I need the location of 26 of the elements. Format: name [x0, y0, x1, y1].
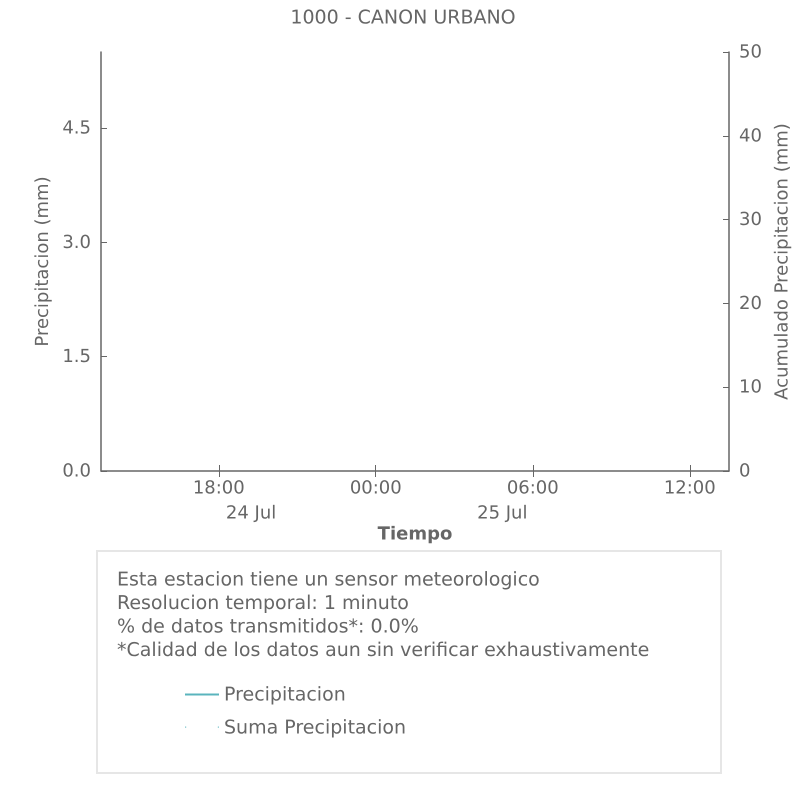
y-tick-label: 0.0 — [62, 460, 91, 482]
y2-tick-label: 30 — [739, 209, 762, 230]
y-tick-label: 1.5 — [62, 346, 91, 368]
y2-tick-label: 50 — [739, 42, 762, 62]
legend-label: Precipitacion — [224, 684, 346, 706]
x-tick-label: 00:00 — [350, 478, 402, 498]
y-tick-label: 3.0 — [62, 232, 91, 253]
y2-tick-label: 20 — [739, 292, 762, 314]
y-axis-title: Precipitacion (mm) — [32, 176, 53, 347]
x-tick-label: 06:00 — [506, 478, 559, 498]
text: 25 Jul — [477, 502, 528, 524]
x-tick-label: 18:00 — [192, 478, 245, 498]
text: Resolucion temporal: 1 minuto — [117, 592, 409, 614]
text: Esta estacion tiene un sensor meteorologico — [117, 568, 540, 590]
y2-axis-title: Acumulado Precipitacion (mm) — [771, 123, 792, 400]
text: *Calidad de los datos aun sin verificar exhaustivamente — [117, 639, 650, 661]
y2-tick-label: 10 — [739, 376, 762, 398]
chart-title: 1000 - CANON URBANO — [290, 6, 516, 28]
text: 24 Jul — [226, 502, 276, 524]
x-tick-label: 12:00 — [664, 478, 716, 498]
y2-tick-label: 0 — [739, 460, 750, 482]
x-axis-title: Tiempo — [378, 524, 452, 544]
y2-tick-label: 40 — [739, 125, 762, 146]
text: % de datos transmitidos*: 0.0% — [117, 616, 419, 638]
y-tick-label: 4.5 — [62, 118, 91, 139]
legend-label: Suma Precipitacion — [224, 716, 406, 738]
